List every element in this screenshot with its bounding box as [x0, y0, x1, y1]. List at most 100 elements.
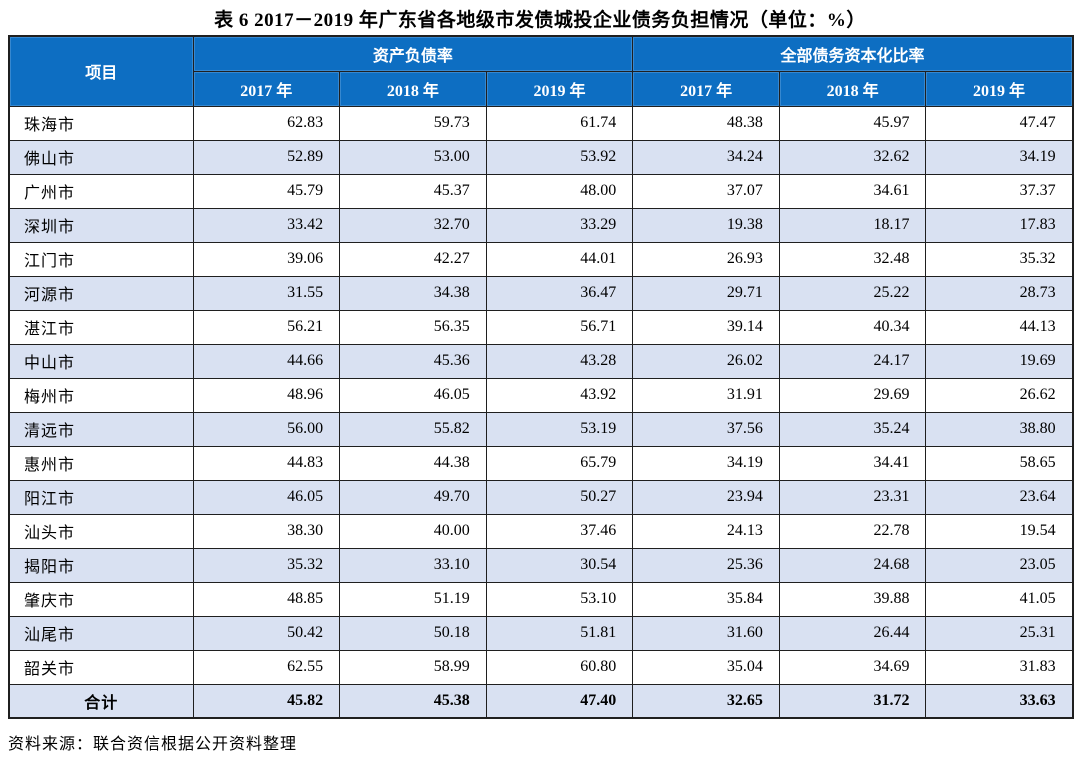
value-cell: 50.27: [485, 479, 634, 515]
table-row: 阳江市 46.05 49.70 50.27 23.94 23.31 23.64: [8, 479, 1074, 515]
value-cell: 53.92: [485, 139, 634, 175]
value-cell: 58.99: [339, 649, 487, 685]
table-row: 汕尾市 50.42 50.18 51.81 31.60 26.44 25.31: [8, 615, 1074, 651]
value-cell: 31.55: [192, 275, 341, 311]
value-cell: 52.89: [192, 139, 341, 175]
value-cell: 62.83: [192, 105, 341, 141]
value-cell: 35.24: [778, 411, 927, 447]
value-cell: 18.17: [778, 207, 927, 243]
total-value-cell: 31.72: [778, 683, 927, 719]
table-row: 中山市 44.66 45.36 43.28 26.02 24.17 19.69: [8, 343, 1074, 379]
value-cell: 58.65: [925, 445, 1074, 481]
value-cell: 47.47: [925, 105, 1074, 141]
value-cell: 24.17: [778, 343, 927, 379]
value-cell: 23.64: [925, 479, 1074, 515]
value-cell: 42.27: [339, 241, 487, 277]
value-cell: 25.22: [778, 275, 927, 311]
value-cell: 17.83: [925, 207, 1074, 243]
value-cell: 39.14: [632, 309, 780, 345]
value-cell: 26.02: [632, 343, 780, 379]
value-cell: 34.19: [925, 139, 1074, 175]
value-cell: 32.70: [339, 207, 487, 243]
value-cell: 31.60: [632, 615, 780, 651]
value-cell: 55.82: [339, 411, 487, 447]
city-name-cell: 江门市: [8, 241, 194, 277]
header-group-asset-liability-ratio: 资产负债率: [192, 35, 634, 72]
value-cell: 23.94: [632, 479, 780, 515]
city-name-cell: 珠海市: [8, 105, 194, 141]
value-cell: 26.44: [778, 615, 927, 651]
total-row: 合计 45.82 45.38 47.40 32.65 31.72 33.63: [8, 683, 1074, 719]
value-cell: 34.41: [778, 445, 927, 481]
total-value-cell: 45.38: [339, 683, 487, 719]
value-cell: 50.18: [339, 615, 487, 651]
value-cell: 56.21: [192, 309, 341, 345]
total-value-cell: 33.63: [925, 683, 1074, 719]
value-cell: 49.70: [339, 479, 487, 515]
city-name-cell: 惠州市: [8, 445, 194, 481]
value-cell: 24.68: [778, 547, 927, 583]
table-row: 清远市 56.00 55.82 53.19 37.56 35.24 38.80: [8, 411, 1074, 447]
city-name-cell: 肇庆市: [8, 581, 194, 617]
table-row: 江门市 39.06 42.27 44.01 26.93 32.48 35.32: [8, 241, 1074, 277]
table-row: 珠海市 62.83 59.73 61.74 48.38 45.97 47.47: [8, 105, 1074, 141]
value-cell: 44.01: [485, 241, 634, 277]
value-cell: 60.80: [485, 649, 634, 685]
city-name-cell: 韶关市: [8, 649, 194, 685]
value-cell: 48.96: [192, 377, 341, 413]
value-cell: 34.38: [339, 275, 487, 311]
value-cell: 61.74: [485, 105, 634, 141]
header-year: 2018 年: [778, 70, 927, 107]
value-cell: 44.13: [925, 309, 1074, 345]
header-year: 2017 年: [632, 70, 780, 107]
header-project: 项目: [8, 35, 194, 107]
value-cell: 34.24: [632, 139, 780, 175]
value-cell: 35.84: [632, 581, 780, 617]
city-name-cell: 广州市: [8, 173, 194, 209]
value-cell: 43.92: [485, 377, 634, 413]
value-cell: 33.29: [485, 207, 634, 243]
value-cell: 45.97: [778, 105, 927, 141]
value-cell: 37.56: [632, 411, 780, 447]
value-cell: 44.66: [192, 343, 341, 379]
value-cell: 44.38: [339, 445, 487, 481]
city-name-cell: 深圳市: [8, 207, 194, 243]
value-cell: 40.00: [339, 513, 487, 549]
value-cell: 26.62: [925, 377, 1074, 413]
header-year: 2018 年: [339, 70, 487, 107]
table-row: 佛山市 52.89 53.00 53.92 34.24 32.62 34.19: [8, 139, 1074, 175]
value-cell: 46.05: [339, 377, 487, 413]
city-name-cell: 汕头市: [8, 513, 194, 549]
value-cell: 37.07: [632, 173, 780, 209]
value-cell: 35.32: [192, 547, 341, 583]
value-cell: 22.78: [778, 513, 927, 549]
table-row: 肇庆市 48.85 51.19 53.10 35.84 39.88 41.05: [8, 581, 1074, 617]
city-name-cell: 清远市: [8, 411, 194, 447]
value-cell: 50.42: [192, 615, 341, 651]
header-group-total-debt-capitalization-ratio: 全部债务资本化比率: [632, 35, 1074, 72]
value-cell: 32.62: [778, 139, 927, 175]
value-cell: 36.47: [485, 275, 634, 311]
city-name-cell: 佛山市: [8, 139, 194, 175]
value-cell: 24.13: [632, 513, 780, 549]
value-cell: 53.10: [485, 581, 634, 617]
value-cell: 48.00: [485, 173, 634, 209]
value-cell: 51.19: [339, 581, 487, 617]
value-cell: 39.06: [192, 241, 341, 277]
value-cell: 25.36: [632, 547, 780, 583]
value-cell: 56.71: [485, 309, 634, 345]
table-row: 湛江市 56.21 56.35 56.71 39.14 40.34 44.13: [8, 309, 1074, 345]
value-cell: 53.00: [339, 139, 487, 175]
total-value-cell: 32.65: [632, 683, 780, 719]
value-cell: 37.46: [485, 513, 634, 549]
value-cell: 46.05: [192, 479, 341, 515]
value-cell: 29.69: [778, 377, 927, 413]
value-cell: 28.73: [925, 275, 1074, 311]
value-cell: 38.80: [925, 411, 1074, 447]
value-cell: 33.10: [339, 547, 487, 583]
value-cell: 34.19: [632, 445, 780, 481]
value-cell: 25.31: [925, 615, 1074, 651]
value-cell: 19.54: [925, 513, 1074, 549]
table-row: 河源市 31.55 34.38 36.47 29.71 25.22 28.73: [8, 275, 1074, 311]
